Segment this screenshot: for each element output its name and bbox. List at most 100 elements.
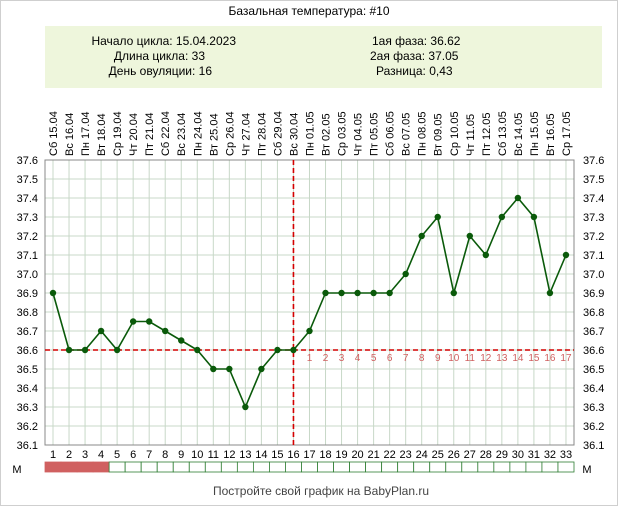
day-number: 18 (319, 449, 331, 461)
day-number: 8 (162, 449, 168, 461)
date-label: Сб 22.04 (160, 111, 172, 156)
menstruation-empty-cell (397, 461, 415, 473)
day-number: 21 (367, 449, 379, 461)
date-label: Ср 03.05 (337, 111, 349, 156)
temperature-point (322, 289, 329, 297)
y-axis-right-ticks: 36.1 36.2 36.3 36.4 36.5 36.6 36.7 36.8 36.9 37.0… (583, 155, 604, 452)
y-tick-label: 37.4 (17, 193, 38, 205)
phase2-day-label: 12 (480, 353, 492, 364)
day-number: 9 (178, 449, 184, 461)
menstruation-empty-cell (413, 461, 431, 473)
day-number: 1 (50, 449, 56, 461)
y-tick-label: 36.4 (583, 383, 604, 395)
y-tick-label: 36.7 (17, 326, 38, 338)
date-label: Вт 02.05 (321, 113, 333, 156)
date-label: Пт 12.05 (481, 112, 493, 156)
y-tick-label: 36.3 (583, 402, 604, 414)
menstruation-empty-cell (236, 461, 254, 473)
menstruation-empty-cell (156, 461, 174, 473)
phase2-day-label: 1 (307, 353, 313, 364)
date-label: Ср 10.05 (449, 111, 461, 156)
date-label: Вт 25.04 (208, 113, 220, 156)
date-label: Пт 05.05 (369, 112, 381, 156)
y-tick-label: 36.5 (17, 364, 38, 376)
day-number: 10 (191, 449, 203, 461)
phase2-day-label: 4 (355, 353, 361, 364)
menstruation-empty-cell (381, 461, 399, 473)
day-number: 31 (528, 449, 540, 461)
date-label: Ср 17.05 (561, 111, 573, 156)
y-tick-label: 37.1 (583, 250, 604, 262)
menstruation-empty-cell (301, 461, 318, 473)
m-label-left: М (12, 464, 21, 476)
date-label: Вс 14.05 (513, 113, 525, 156)
y-tick-label: 37.1 (17, 250, 38, 262)
menstruation-empty-cell (557, 461, 575, 473)
day-number: 16 (287, 449, 299, 461)
y-tick-label: 36.6 (583, 345, 604, 357)
temperature-point (290, 346, 297, 354)
phase2-text: 2ая фаза: 37.05 (370, 49, 459, 63)
y-tick-label: 37.5 (583, 174, 604, 186)
date-label: Чт 20.04 (128, 113, 140, 156)
y-tick-label: 36.1 (17, 440, 38, 452)
temperature-point (514, 194, 522, 202)
y-tick-label: 36.5 (583, 364, 604, 376)
y-tick-label: 37.3 (17, 212, 38, 224)
menstruation-empty-cell (252, 461, 270, 473)
menstruation-empty-cell (349, 461, 367, 473)
date-axis-labels: Сб 15.04 Вс 16.04 Пн 17.04 Вт 18.04 Ср 19.04… (48, 111, 573, 156)
y-tick-label: 36.2 (17, 421, 38, 433)
y-tick-label: 36.9 (583, 288, 604, 300)
y-tick-label: 36.2 (583, 421, 604, 433)
temperature-point (418, 232, 425, 240)
temperature-point (129, 318, 137, 325)
date-label: Сб 13.05 (497, 111, 509, 156)
y-tick-label: 36.6 (17, 345, 38, 357)
date-label: Чт 04.05 (353, 113, 365, 156)
phase2-day-label: 2 (323, 353, 329, 364)
date-label: Вс 30.04 (288, 113, 300, 156)
date-label: Чт 27.04 (240, 113, 252, 156)
menstruation-empty-cell (365, 461, 383, 473)
date-label: Пт 28.04 (256, 112, 268, 156)
menstruation-day-cell (76, 461, 94, 473)
date-label: Вс 16.04 (64, 113, 76, 156)
y-tick-label: 37.2 (583, 231, 604, 243)
menstruation-empty-cell (285, 461, 302, 473)
menstruation-day-cell (44, 461, 62, 473)
temperature-point (530, 213, 538, 221)
temperature-point (226, 365, 233, 373)
temperature-point (338, 289, 345, 297)
phase2-day-label: 11 (465, 353, 476, 364)
menstruation-empty-cell (172, 461, 190, 473)
temperature-point (498, 213, 506, 221)
y-axis-left-ticks: 36.1 36.2 36.3 36.4 36.5 36.6 36.7 36.8 36.9 37.0… (17, 155, 38, 452)
y-tick-label: 36.8 (583, 307, 604, 319)
footer-link[interactable]: Постройте свой график на BabyPlan.ru (213, 484, 429, 498)
menstruation-empty-cell (269, 461, 286, 473)
y-tick-label: 37.6 (17, 155, 38, 167)
menstruation-day-cell (92, 461, 110, 473)
date-label: Вт 09.05 (433, 113, 445, 156)
day-number: 13 (239, 449, 251, 461)
menstruation-empty-cell (509, 461, 527, 473)
phase2-day-label: 9 (435, 353, 441, 364)
phase2-day-label: 10 (448, 353, 460, 364)
phase2-day-label: 8 (419, 353, 425, 364)
menstruation-empty-cell (429, 461, 447, 473)
y-tick-label: 36.3 (17, 402, 38, 414)
day-number: 15 (271, 449, 283, 461)
temperature-point (354, 289, 361, 297)
temperature-point (178, 337, 185, 344)
y-tick-label: 37.6 (583, 155, 604, 167)
day-number: 29 (496, 449, 508, 461)
day-number: 25 (432, 449, 444, 461)
y-tick-label: 37.4 (583, 193, 604, 205)
date-label: Пн 17.04 (80, 111, 92, 156)
menstruation-empty-cell (525, 461, 543, 473)
date-label: Ср 19.04 (112, 111, 124, 156)
temperature-markers (49, 194, 570, 411)
menstruation-empty-cell (204, 461, 222, 473)
day-number: 3 (82, 449, 88, 461)
